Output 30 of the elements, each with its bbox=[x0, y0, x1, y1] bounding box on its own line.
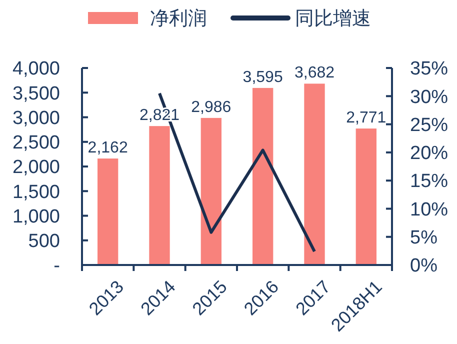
y-tick-label: 2,000 bbox=[12, 157, 60, 178]
y2-tick-label: 5% bbox=[410, 228, 438, 249]
y-tick-label: 2,500 bbox=[12, 132, 60, 154]
y-tick-label: 3,000 bbox=[12, 108, 60, 129]
legend-label: 同比增速 bbox=[295, 8, 371, 30]
data-label: 2,162 bbox=[88, 140, 128, 157]
y-tick-label: 4,000 bbox=[12, 58, 60, 80]
bar bbox=[200, 118, 222, 265]
bar bbox=[304, 84, 325, 265]
y2-tick-label: 0% bbox=[410, 256, 438, 277]
y2-tick-label: 35% bbox=[410, 58, 448, 80]
y-tick-label: 500 bbox=[28, 231, 60, 252]
y-tick-label: - bbox=[54, 256, 60, 277]
y-tick-label: 3,500 bbox=[12, 83, 60, 104]
y-tick-label: 1,500 bbox=[12, 182, 60, 203]
y2-tick-label: 25% bbox=[410, 114, 448, 136]
data-label: 3,682 bbox=[294, 64, 335, 82]
bar bbox=[98, 158, 118, 265]
data-label: 2,986 bbox=[191, 98, 232, 116]
y2-tick-label: 20% bbox=[410, 143, 448, 164]
legend-label: 净利润 bbox=[150, 8, 207, 30]
bar bbox=[356, 128, 376, 265]
data-label: 2,771 bbox=[346, 110, 386, 127]
y2-tick-label: 10% bbox=[410, 199, 448, 220]
bar bbox=[252, 88, 274, 265]
bar bbox=[149, 126, 170, 265]
y2-tick-label: 15% bbox=[410, 171, 448, 192]
y2-tick-label: 30% bbox=[410, 86, 448, 108]
data-label: 3,595 bbox=[242, 68, 283, 86]
y-tick-label: 1,000 bbox=[12, 206, 60, 228]
